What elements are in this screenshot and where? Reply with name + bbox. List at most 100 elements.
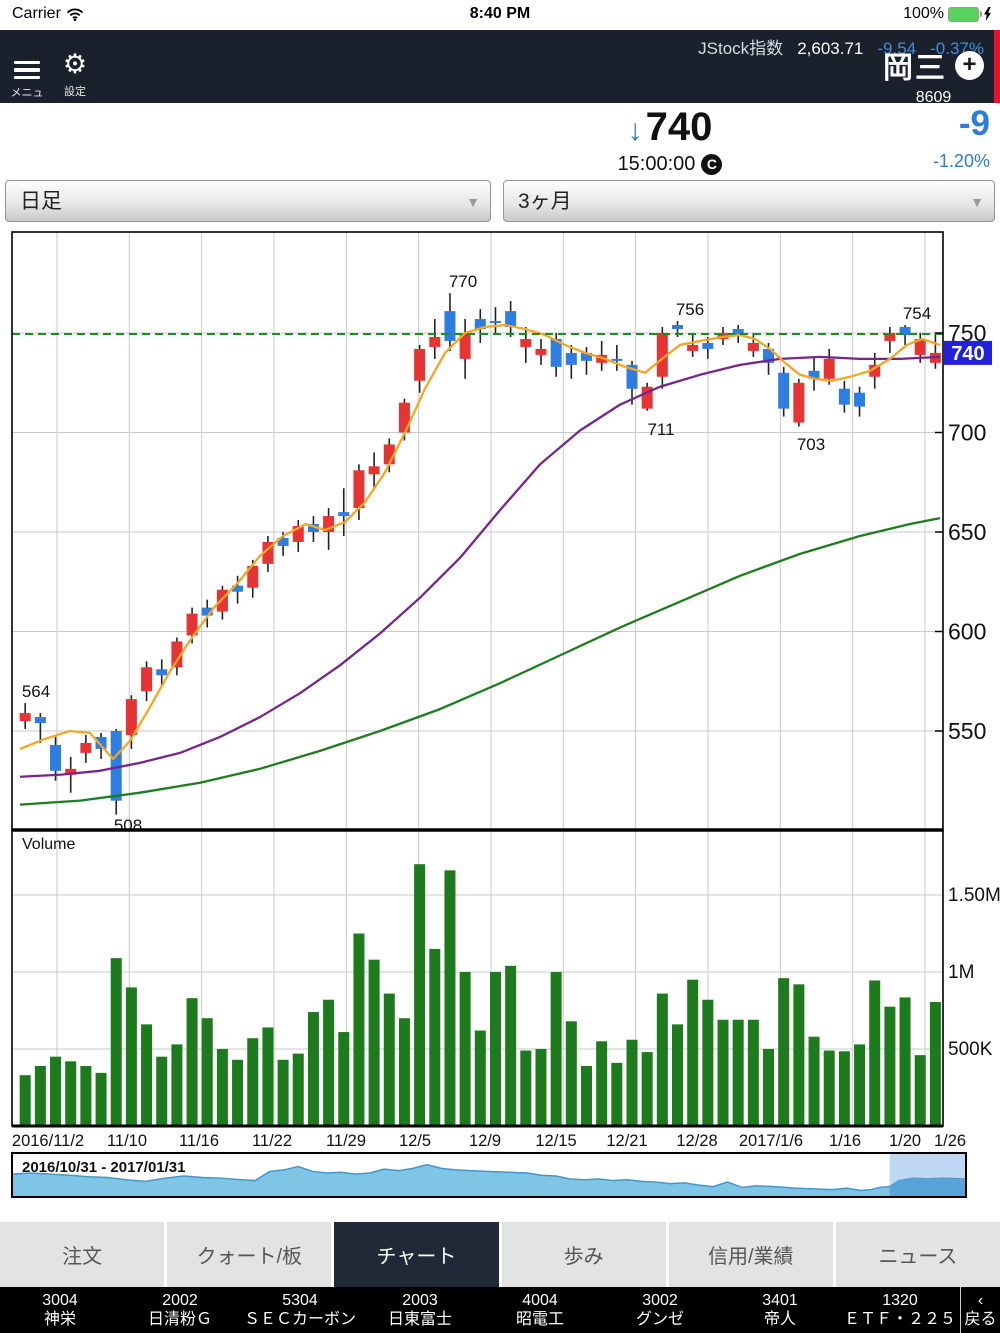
price-direction-icon: ↓ — [627, 114, 643, 147]
settings-label: 設定 — [64, 86, 86, 98]
volume-bars — [19, 864, 941, 1126]
stock-header: 岡三 + 8609 — [883, 43, 984, 107]
ticker-item[interactable]: 3004 神栄 — [0, 1287, 120, 1333]
tab-5[interactable]: 信用/業績 — [668, 1222, 833, 1287]
svg-text:600: 600 — [948, 619, 986, 645]
chevron-left-icon: ‹ — [977, 1292, 984, 1309]
price-change-pct: -1.20% — [932, 151, 990, 171]
ticker-name: ＳＥＣカーボン — [243, 1311, 356, 1328]
stock-code: 8609 — [915, 89, 952, 106]
tab-2[interactable]: クォート/板 — [167, 1222, 332, 1287]
svg-text:2016/11/2: 2016/11/2 — [12, 1132, 84, 1150]
ticker-name: ＥＴＦ・２２５ — [843, 1311, 956, 1328]
ticker-name: 日清粉Ｇ — [147, 1311, 212, 1328]
battery-percent: 100% — [903, 5, 944, 22]
ticker-code: 5304 — [282, 1292, 318, 1309]
ticker-code: 3004 — [42, 1292, 78, 1309]
ticker-code: 3401 — [762, 1292, 798, 1309]
svg-text:12/28: 12/28 — [676, 1132, 717, 1150]
svg-text:500K: 500K — [948, 1039, 993, 1060]
svg-text:11/29: 11/29 — [326, 1132, 366, 1150]
range-selector[interactable]: 2016/10/31 - 2017/01/31 — [11, 1152, 967, 1198]
back-button[interactable]: ‹ 戻る — [960, 1287, 1000, 1333]
svg-text:Volume: Volume — [22, 836, 75, 853]
svg-text:2017/1/6: 2017/1/6 — [739, 1132, 803, 1150]
tab-6[interactable]: ニュース — [835, 1222, 1000, 1287]
ticker-code: 2003 — [402, 1292, 438, 1309]
chart-annotations: 770 756 754 711 703 564 508 — [22, 272, 931, 835]
svg-text:11/22: 11/22 — [252, 1132, 292, 1150]
chevron-down-icon: ▼ — [466, 194, 480, 210]
svg-text:508: 508 — [114, 816, 142, 835]
ticker-code: 4004 — [522, 1292, 558, 1309]
svg-text:564: 564 — [22, 682, 50, 701]
tab-3[interactable]: チャート — [334, 1222, 499, 1287]
svg-text:650: 650 — [948, 519, 986, 545]
stock-name: 岡三 — [883, 52, 947, 85]
current-price-badge: 740 — [944, 340, 992, 365]
svg-text:754: 754 — [903, 304, 931, 323]
index-label: JStock指数 — [698, 39, 784, 58]
svg-text:1.50M: 1.50M — [948, 885, 1000, 906]
ticker-item[interactable]: 4004 昭電工 — [480, 1287, 600, 1333]
svg-text:1M: 1M — [948, 962, 974, 983]
svg-text:711: 711 — [647, 420, 674, 439]
clock: 8:40 PM — [469, 5, 531, 22]
index-change: -9.54 — [877, 39, 917, 58]
svg-text:770: 770 — [449, 272, 477, 291]
svg-text:12/21: 12/21 — [606, 1132, 647, 1150]
svg-text:740: 740 — [951, 343, 984, 365]
date-axis: 2016/11/2 11/10 11/16 11/22 11/29 12/5 12/9 12/… — [12, 1132, 966, 1150]
index-value: 2,603.71 — [797, 39, 864, 58]
plus-icon: + — [962, 50, 977, 78]
candles — [19, 293, 941, 815]
tab-1[interactable]: 注文 — [0, 1222, 165, 1287]
app-header: JStock指数 2,603.71 -9.54 -0.37% メニュー ⚙ 設定… — [0, 30, 1000, 115]
svg-text:1/20: 1/20 — [889, 1132, 921, 1150]
gear-icon: ⚙ — [62, 49, 88, 79]
svg-text:756: 756 — [676, 300, 704, 319]
svg-text:12/15: 12/15 — [535, 1132, 576, 1150]
ticker-code: 3002 — [642, 1292, 678, 1309]
grid-lines — [12, 232, 943, 1126]
session-badge: C — [701, 154, 723, 175]
period-dropdown[interactable]: 3ヶ月 ▼ — [503, 180, 995, 222]
chart-area: 750 700 650 600 550 1.50M 1M 500K Volume 740 770… — [0, 228, 1000, 1208]
ticker-item[interactable]: 2003 日東富士 — [360, 1287, 480, 1333]
ticker-code: 2002 — [162, 1292, 198, 1309]
ticker-item[interactable]: 3002 グンゼ — [600, 1287, 720, 1333]
ticker-item[interactable]: 1320 ＥＴＦ・２２５ — [840, 1287, 960, 1333]
ticker-item[interactable]: 3401 帝人 — [720, 1287, 840, 1333]
svg-text:700: 700 — [948, 420, 986, 446]
ticker-name: 神栄 — [43, 1311, 76, 1328]
ticker-code: 1320 — [882, 1292, 918, 1309]
panel-borders — [11, 231, 944, 1128]
settings-button[interactable]: ⚙ 設定 — [58, 51, 92, 99]
chevron-down-icon: ▼ — [970, 194, 984, 210]
status-bar: Carrier 8:40 PM 100% — [0, 0, 1000, 30]
hamburger-icon — [14, 60, 40, 79]
svg-text:2016/10/31 - 2017/01/31: 2016/10/31 - 2017/01/31 — [22, 1159, 185, 1176]
timeframe-dropdown[interactable]: 日足 ▼ — [5, 180, 491, 222]
tab-4[interactable]: 歩み — [501, 1222, 666, 1287]
svg-text:1/26: 1/26 — [934, 1132, 966, 1150]
add-watch-button[interactable]: + — [955, 50, 984, 80]
wifi-icon — [66, 8, 84, 21]
svg-text:550: 550 — [948, 718, 986, 744]
ticker-bar: 3004 神栄 2002 日清粉Ｇ 5304 ＳＥＣカーボン 2003 日東富士 4004 昭電工… — [0, 1287, 1000, 1333]
ticker-name: 帝人 — [763, 1311, 796, 1328]
period-value: 3ヶ月 — [518, 190, 572, 213]
ticker-name: 日東富士 — [387, 1311, 452, 1328]
svg-text:1/16: 1/16 — [829, 1132, 861, 1150]
timeframe-value: 日足 — [20, 190, 62, 213]
last-price: 740 — [645, 105, 713, 149]
price-change: -9 — [958, 104, 990, 143]
ticker-item[interactable]: 2002 日清粉Ｇ — [120, 1287, 240, 1333]
ticker-item[interactable]: 5304 ＳＥＣカーボン — [240, 1287, 360, 1333]
ticker-name: グンゼ — [635, 1311, 684, 1328]
quote-time: 15:00:00 — [617, 153, 696, 175]
charging-icon — [984, 7, 991, 21]
